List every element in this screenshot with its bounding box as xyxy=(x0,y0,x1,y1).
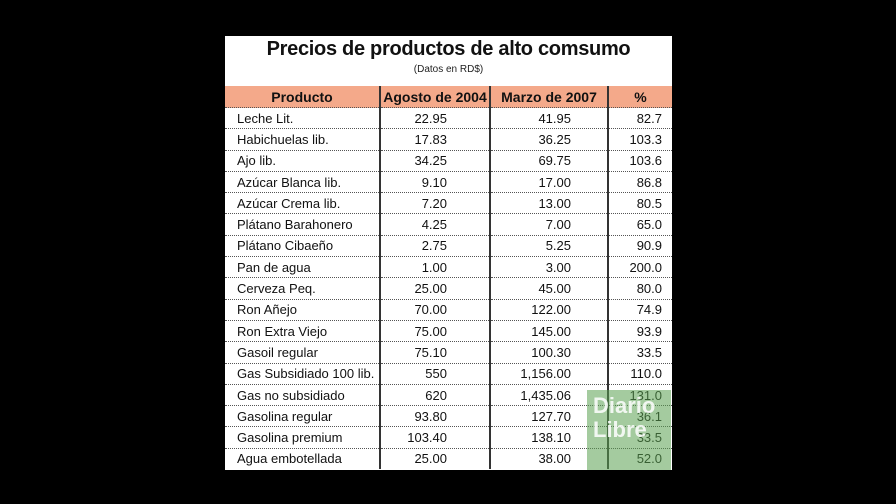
table-row: Gas Subsidiado 100 lib. 550 1,156.00 110.0 xyxy=(225,362,672,385)
table-cell: 80.5 xyxy=(607,192,672,214)
watermark-text: Diario xyxy=(593,393,656,418)
table-cell: 138.10 xyxy=(489,426,608,449)
table-cell: Habichuelas lib. xyxy=(225,128,380,151)
column-header: Agosto de 2004 xyxy=(379,86,490,108)
column-header: Producto xyxy=(225,86,380,108)
table-cell: 103.40 xyxy=(379,426,490,449)
table-row: Cerveza Peq. 25.00 45.00 80.0 xyxy=(225,277,672,300)
table-cell: 69.75 xyxy=(489,149,608,172)
table-cell: 45.00 xyxy=(489,277,608,300)
table-cell: 145.00 xyxy=(489,319,608,342)
column-header: Marzo de 2007 xyxy=(489,86,608,108)
table-cell: Plátano Cibaeño xyxy=(225,234,380,257)
table-cell: 110.0 xyxy=(607,362,672,385)
table-cell: 9.10 xyxy=(379,170,490,193)
watermark: Diario Libre xyxy=(587,390,671,470)
table-cell: 103.3 xyxy=(607,128,672,151)
table-cell: 82.7 xyxy=(607,106,672,129)
table-cell: 1.00 xyxy=(379,256,490,278)
table-cell: 34.25 xyxy=(379,149,490,172)
table-cell: 5.25 xyxy=(489,234,608,257)
subtitle: (Datos en RD$) xyxy=(413,64,484,75)
table-row: Habichuelas lib. 17.83 36.25 103.3 xyxy=(225,128,672,151)
table-cell: 13.00 xyxy=(489,192,608,214)
table-cell: 22.95 xyxy=(379,106,490,129)
table-row: Plátano Cibaeño 2.75 5.25 90.9 xyxy=(225,234,672,257)
table-cell: Ron Extra Viejo xyxy=(225,319,380,342)
table-cell: 7.20 xyxy=(379,192,490,214)
table-cell: 17.83 xyxy=(379,128,490,151)
table-row: Azúcar Blanca lib. 9.10 17.00 86.8 xyxy=(225,170,672,193)
table-cell: Ajo lib. xyxy=(225,149,380,172)
table-row: Azúcar Crema lib. 7.20 13.00 80.5 xyxy=(225,192,672,214)
table-cell: 38.00 xyxy=(489,447,608,470)
table-cell: 1,156.00 xyxy=(489,362,608,385)
table-cell: 93.80 xyxy=(379,405,490,427)
table-cell: 93.9 xyxy=(607,319,672,342)
table-cell: Agua embotellada xyxy=(225,447,380,470)
table-cell: Azúcar Blanca lib. xyxy=(225,170,380,193)
table-cell: 75.10 xyxy=(379,341,490,364)
table-cell: 80.0 xyxy=(607,277,672,300)
table-cell: 550 xyxy=(379,362,490,385)
table-cell: 200.0 xyxy=(607,256,672,278)
table-cell: Gasolina regular xyxy=(225,405,380,427)
table-cell: 7.00 xyxy=(489,213,608,236)
table-row: Ajo lib. 34.25 69.75 103.6 xyxy=(225,149,672,172)
table-cell: 33.5 xyxy=(607,341,672,364)
table-cell: 86.8 xyxy=(607,170,672,193)
table-cell: 100.30 xyxy=(489,341,608,364)
table-cell: 4.25 xyxy=(379,213,490,236)
table-cell: Gas Subsidiado 100 lib. xyxy=(225,362,380,385)
header-row: Producto Agosto de 2004 Marzo de 2007% xyxy=(225,86,672,108)
table-row: Ron Extra Viejo 75.00 145.00 93.9 xyxy=(225,319,672,342)
table-cell: 1,435.06 xyxy=(489,383,608,406)
table-cell: 127.70 xyxy=(489,405,608,427)
table-cell: Azúcar Crema lib. xyxy=(225,192,380,214)
table-row: Plátano Barahonero 4.25 7.00 65.0 xyxy=(225,213,672,236)
table-cell: 41.95 xyxy=(489,106,608,129)
table-cell: Ron Añejo xyxy=(225,298,380,321)
table-cell: 25.00 xyxy=(379,277,490,300)
table-cell: 90.9 xyxy=(607,234,672,257)
table-cell: Plátano Barahonero xyxy=(225,213,380,236)
table-cell: 17.00 xyxy=(489,170,608,193)
table-cell: Gasolina premium xyxy=(225,426,380,449)
table-cell: 25.00 xyxy=(379,447,490,470)
column-header: % xyxy=(607,86,672,108)
table-row: Pan de agua 1.00 3.00 200.0 xyxy=(225,256,672,278)
panel: Precios de productos de alto comsumo (Da… xyxy=(225,36,672,470)
table-row: Gasoil regular 75.10 100.30 33.5 xyxy=(225,341,672,364)
table-cell: Cerveza Peq. xyxy=(225,277,380,300)
table-cell: 36.25 xyxy=(489,128,608,151)
table-cell: 65.0 xyxy=(607,213,672,236)
watermark-text: Libre xyxy=(593,417,647,442)
table-row: Leche Lit. 22.95 41.95 82.7 xyxy=(225,106,672,129)
table-cell: Gas no subsidiado xyxy=(225,383,380,406)
table-cell: Gasoil regular xyxy=(225,341,380,364)
table-cell: 620 xyxy=(379,383,490,406)
table-cell: Pan de agua xyxy=(225,256,380,278)
table-cell: Leche Lit. xyxy=(225,106,380,129)
table-row: Ron Añejo 70.00 122.00 74.9 xyxy=(225,298,672,321)
table-cell: 122.00 xyxy=(489,298,608,321)
table-cell: 2.75 xyxy=(379,234,490,257)
table-cell: 75.00 xyxy=(379,319,490,342)
title: Precios de productos de alto comsumo xyxy=(266,38,631,60)
table-cell: 103.6 xyxy=(607,149,672,172)
table-cell: 70.00 xyxy=(379,298,490,321)
table-cell: 3.00 xyxy=(489,256,608,278)
table-cell: 74.9 xyxy=(607,298,672,321)
